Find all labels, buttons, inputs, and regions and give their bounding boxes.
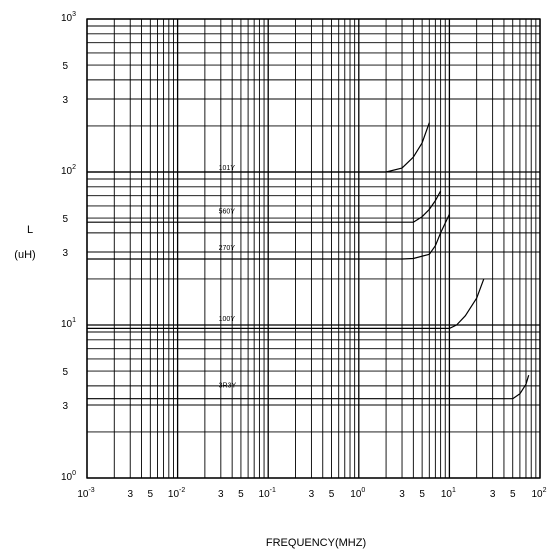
plot-frame bbox=[86, 18, 541, 479]
y-tick-label: 5 bbox=[62, 61, 68, 72]
x-tick-label: 5 bbox=[329, 489, 335, 500]
series-560y-label: 560Y bbox=[219, 208, 236, 215]
y-tick-label: 5 bbox=[62, 214, 68, 225]
y-tick-label: 3 bbox=[62, 248, 68, 259]
series-3r3y-label: 3R3Y bbox=[219, 382, 237, 389]
x-tick-label: 5 bbox=[510, 489, 516, 500]
y-tick-label: 103 bbox=[61, 11, 76, 24]
x-tick-label: 3 bbox=[399, 489, 405, 500]
series-270y-label: 270Y bbox=[219, 245, 236, 252]
x-tick-label: 102 bbox=[531, 487, 546, 500]
x-tick-labels: 10-3 3 5 10-2 3 5 10-1 3 5 100 3 5 101 3 5 102 bbox=[77, 487, 546, 500]
y-tick-label: 3 bbox=[62, 401, 68, 412]
x-tick-label: 3 bbox=[127, 489, 133, 500]
x-tick-label: 100 bbox=[350, 487, 365, 500]
series-560y-line bbox=[87, 190, 442, 223]
series-100y-line bbox=[87, 278, 485, 329]
x-tick-label: 10-3 bbox=[77, 487, 94, 500]
x-tick-label: 5 bbox=[238, 489, 244, 500]
y-tick-labels: 100 3 5 101 3 5 102 3 5 103 bbox=[61, 11, 76, 483]
series-labels: 101Y 560Y 270Y 100Y 3R3Y bbox=[219, 165, 237, 389]
y-tick-label: 100 bbox=[61, 470, 76, 483]
x-tick-label: 10-2 bbox=[168, 487, 185, 500]
x-tick-label: 10-1 bbox=[259, 487, 276, 500]
y-axis-title: L bbox=[27, 224, 33, 236]
series-100y-label: 100Y bbox=[219, 316, 236, 323]
y-axis-unit: (uH) bbox=[14, 249, 35, 261]
y-tick-label: 101 bbox=[61, 317, 76, 330]
x-axis-title: FREQUENCY(MHZ) bbox=[266, 537, 366, 549]
grid bbox=[86, 18, 541, 479]
y-tick-label: 102 bbox=[61, 164, 76, 177]
x-tick-label: 5 bbox=[148, 489, 154, 500]
x-tick-label: 101 bbox=[441, 487, 456, 500]
y-tick-label: 5 bbox=[62, 367, 68, 378]
series-270y-line bbox=[87, 213, 450, 260]
x-tick-label: 3 bbox=[490, 489, 496, 500]
x-tick-label: 3 bbox=[218, 489, 224, 500]
series-layer bbox=[87, 122, 530, 400]
series-3r3y-line bbox=[87, 375, 530, 400]
series-101y-line bbox=[87, 122, 430, 173]
y-tick-label: 3 bbox=[62, 95, 68, 106]
x-tick-label: 5 bbox=[419, 489, 425, 500]
x-tick-label: 3 bbox=[309, 489, 315, 500]
series-101y-label: 101Y bbox=[219, 165, 236, 172]
